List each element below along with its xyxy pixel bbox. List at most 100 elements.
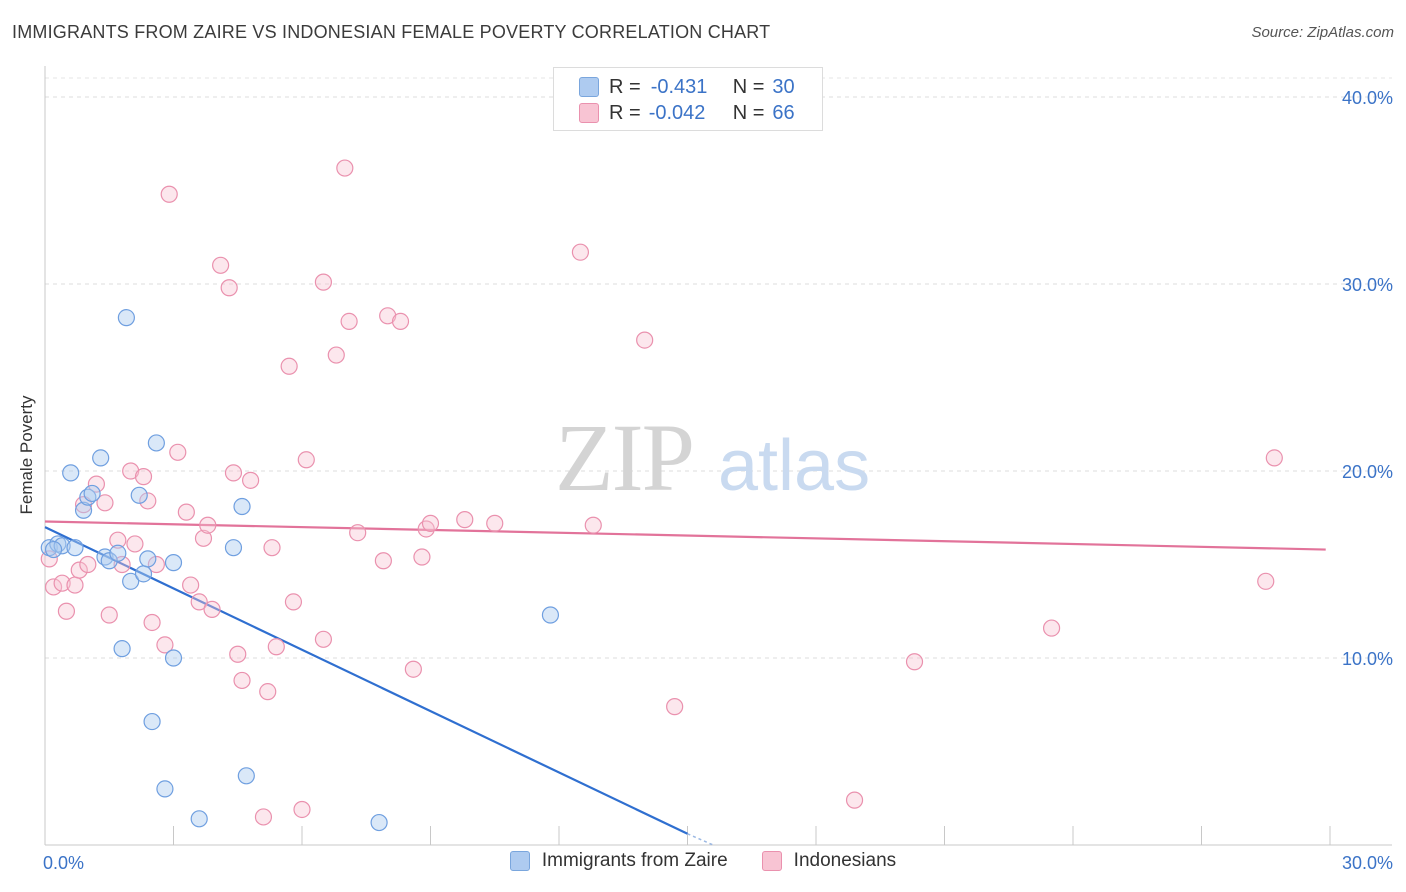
x-tick-label: 30.0% — [1342, 853, 1393, 873]
trend-line-zaire — [44, 526, 688, 835]
zaire-point — [143, 712, 161, 731]
indonesians-point — [340, 312, 358, 330]
indonesians-point — [374, 552, 392, 570]
indonesians-point — [79, 555, 97, 574]
stats-legend-row-indonesians: R = -0.042 N = 66 — [579, 101, 795, 125]
y-tick-label: 30.0% — [1342, 275, 1393, 295]
series-legend: Immigrants from Zaire Indonesians — [0, 850, 1406, 872]
indonesians-point — [336, 159, 354, 177]
trend-line-indonesians — [44, 520, 1326, 551]
chart-title: IMMIGRANTS FROM ZAIRE VS INDONESIAN FEMA… — [12, 22, 771, 42]
indonesians-point — [314, 630, 333, 648]
indonesians-point — [349, 524, 367, 542]
zaire-point — [237, 767, 255, 785]
zaire-point — [117, 309, 135, 327]
indonesians-point — [169, 443, 187, 461]
indonesians-point — [242, 471, 260, 489]
indonesians-point — [254, 808, 273, 826]
zaire-point — [44, 540, 63, 559]
stats-legend: R = -0.431 N = 30 R = -0.042 N = 66 — [553, 67, 823, 131]
indonesians-point — [314, 273, 333, 291]
indonesians-point — [845, 791, 864, 809]
legend-label-zaire: Immigrants from Zaire — [541, 850, 728, 871]
indonesians-point — [421, 514, 440, 532]
indonesians-point — [147, 555, 165, 574]
indonesians-point — [156, 636, 174, 654]
zaire-point — [122, 572, 140, 590]
grid-lines — [45, 77, 1392, 659]
indonesians-point — [57, 602, 76, 620]
indonesians-point — [96, 494, 114, 512]
y-tick-label: 20.0% — [1342, 462, 1393, 482]
y-tick-label: 10.0% — [1342, 649, 1393, 669]
zaire-point — [147, 434, 165, 452]
zaire-point — [62, 464, 80, 482]
indonesians-point — [284, 593, 303, 611]
indonesians-point — [293, 800, 311, 819]
indonesians-point — [44, 578, 63, 596]
indonesians-point — [666, 698, 684, 716]
indonesians-point — [70, 561, 88, 579]
zaire-point — [83, 484, 101, 503]
indonesians-point — [267, 638, 285, 656]
zaire-point — [113, 640, 131, 658]
indonesians-point — [139, 492, 157, 510]
indonesians-point — [224, 464, 243, 482]
watermark-zip: ZIP — [555, 404, 693, 511]
n-value: 66 — [772, 101, 795, 124]
indonesians-point — [126, 535, 144, 553]
indonesians-point — [280, 357, 298, 375]
trend-line-extension — [687, 833, 714, 846]
zaire-point — [130, 486, 148, 504]
zaire-point — [164, 649, 183, 667]
zaire-point — [164, 554, 183, 572]
n-value: 30 — [772, 75, 795, 98]
zaire-point — [541, 606, 560, 624]
zaire-point — [233, 497, 251, 516]
r-label: R = — [609, 101, 641, 124]
stats-legend-row-zaire: R = -0.431 N = 30 — [579, 75, 795, 99]
indonesians-point — [391, 312, 410, 330]
zaire-point — [139, 550, 157, 568]
indonesians-point — [143, 613, 161, 632]
legend-label-indonesians: Indonesians — [793, 850, 897, 871]
y-tick-label: 40.0% — [1342, 88, 1393, 108]
zaire-swatch — [509, 851, 530, 871]
r-label: R = — [609, 75, 641, 98]
r-value: -0.042 — [648, 101, 706, 124]
indonesians-point — [1257, 572, 1275, 590]
indonesians-point — [199, 516, 217, 534]
indonesians-point — [263, 539, 281, 557]
indonesians-point — [66, 576, 84, 594]
indonesians-point — [229, 645, 247, 663]
indonesians-swatch — [761, 851, 782, 871]
indonesians-point — [456, 511, 474, 529]
indonesians-point — [1042, 619, 1061, 637]
zaire-point — [92, 449, 110, 467]
legend-item-indonesians[interactable]: Indonesians — [761, 850, 897, 872]
indonesians-point — [100, 606, 118, 624]
n-label: N = — [732, 75, 765, 98]
indonesians-point — [113, 555, 131, 574]
r-value: -0.431 — [650, 75, 708, 98]
indonesians-point — [584, 516, 602, 534]
indonesians-point — [87, 475, 106, 493]
indonesians-point — [160, 185, 178, 203]
axes — [44, 66, 1392, 846]
zaire-point — [190, 810, 208, 828]
indonesians-point — [134, 468, 153, 486]
indonesians-point — [233, 671, 251, 690]
tick-labels: 10.0% 20.0% 30.0% 40.0% 0.0% 30.0% — [43, 88, 1393, 873]
indonesians-point — [571, 243, 590, 261]
zaire-point — [66, 539, 84, 557]
legend-item-zaire[interactable]: Immigrants from Zaire — [509, 850, 728, 872]
indonesians-point — [259, 683, 277, 701]
zaire-point — [109, 544, 127, 562]
indonesians-point — [905, 653, 924, 671]
indonesians-point — [203, 600, 221, 618]
zaire-point — [156, 780, 174, 798]
n-label: N = — [732, 101, 765, 124]
indonesians-swatch — [579, 103, 599, 123]
indonesians-point — [1265, 449, 1283, 467]
